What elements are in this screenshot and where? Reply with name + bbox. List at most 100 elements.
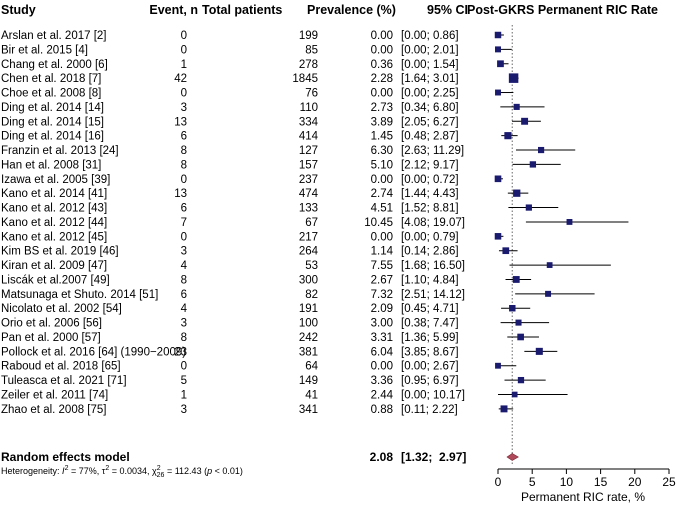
estimate-marker [511,391,518,398]
total-patients: 149 [299,375,318,387]
event-count: 4 [181,303,188,315]
ci-value: [0.00; 0.79] [401,231,459,243]
table-row: Nicolato et al. 2002 [54] 4 191 2.09 [0.45; … [1,303,459,315]
prevalence-value: 0.88 [371,404,393,416]
table-row: Kim BS et al. 2019 [46] 3 264 1.14 [0.14; 2.… [1,246,459,258]
study-name: Ding et al. 2014 [16] [1,131,104,143]
event-count: 13 [174,188,187,200]
total-patients: 76 [305,88,318,100]
prevalence-value: 0.00 [371,88,393,100]
ci-value: [3.85; 8.67] [401,346,459,358]
prevalence-value: 2.74 [371,188,394,200]
x-axis-label: Permanent RIC rate, % [521,490,645,504]
total-patients: 53 [305,260,318,272]
x-tick-label: 15 [594,475,608,489]
total-patients: 217 [299,231,318,243]
prevalence-value: 7.32 [371,289,393,301]
table-row: Zeiler et al. 2011 [74] 1 41 2.44 [0.00; 10.… [1,390,465,402]
prevalence-value: 2.67 [371,274,393,286]
ci-value: [0.00; 0.86] [401,30,459,42]
study-name: Matsunaga et Shuto. 2014 [51] [1,289,158,301]
header-ci: 95% CI [427,3,468,17]
total-patients: 334 [299,116,319,128]
pooled-diamond [506,453,519,461]
total-patients: 127 [299,145,318,157]
total-patients: 278 [299,59,318,71]
ci-value: [0.00; 2.25] [401,88,459,100]
ci-value: [0.95; 6.97] [401,375,459,387]
table-row: Franzin et al. 2013 [24] 8 127 6.30 [2.63; 1… [1,145,464,157]
prevalence-value: 2.73 [371,102,393,114]
total-patients: 110 [300,102,318,114]
ci-value: [2.05; 6.27] [401,116,459,128]
estimate-marker [525,204,532,211]
estimate-marker [494,175,502,183]
study-name: Kano et al. 2012 [45] [1,231,107,243]
prevalence-value: 10.45 [364,217,393,229]
table-row: Kiran et al. 2009 [47] 4 53 7.55 [1.68; 16.5… [1,260,465,272]
event-count: 3 [181,246,187,258]
total-patients: 341 [299,404,318,416]
study-name: Raboud et al. 2018 [65] [1,361,121,373]
study-name: Nicolato et al. 2002 [54] [1,303,122,315]
study-name: Franzin et al. 2013 [24] [1,145,119,157]
estimate-marker [500,405,508,413]
event-count: 13 [174,116,187,128]
total-patients: 242 [299,332,318,344]
ci-value: [0.00; 2.67] [401,361,459,373]
total-patients: 157 [299,159,318,171]
study-name: Izawa et al. 2005 [39] [1,174,110,186]
estimate-marker [545,290,552,297]
header-plot-title: Post-GKRS Permanent RIC Rate [467,3,658,17]
estimate-marker [504,132,512,140]
event-count: 6 [181,131,187,143]
table-row: Kano et al. 2012 [45] 0 217 0.00 [0.00; 0.79… [1,231,459,243]
estimate-marker [517,376,525,384]
total-patients: 191 [299,303,318,315]
table-row: Pollock et al. 2016 [64] (1990−2009)23 38… [1,346,459,358]
table-row: Chang et al. 2000 [6] 1 278 0.36 [0.00; 1.54… [1,59,459,71]
prevalence-value: 0.00 [371,361,393,373]
header-total: Total patients [202,3,282,17]
prevalence-value: 0.36 [371,59,393,71]
prevalence-value: 0.00 [371,231,393,243]
ci-value: [1.68; 16.50] [401,260,465,272]
study-name: Arslan et al. 2017 [2] [1,30,106,42]
ci-value: [0.00; 1.54] [401,59,459,71]
prevalence-value: 2.44 [371,390,394,402]
total-patients: 474 [299,188,319,200]
study-name: Tuleasca et al. 2021 [71] [1,375,127,387]
table-row: Izawa et al. 2005 [39] 0 237 0.00 [0.00; 0.7… [1,174,459,186]
ci-value: [0.00; 2.01] [401,44,459,56]
study-name: Liscák et al.2007 [49] [1,274,110,286]
table-row: Pan et al. 2000 [57] 8 242 3.31 [1.36; 5.99] [1,332,459,344]
prevalence-value: 2.09 [371,303,393,315]
event-count: 0 [181,30,187,42]
heterogeneity-stats: Heterogeneity: I2 = 77%, τ2 = 0.0034, χ2… [1,465,243,479]
estimate-marker [497,60,504,68]
event-count: 3 [181,102,187,114]
x-tick-label: 0 [495,475,502,489]
table-row: Matsunaga et Shuto. 2014 [51] 6 82 7.32 [2.5… [1,289,465,301]
prevalence-value: 0.00 [371,174,393,186]
study-name: Choe et al. 2008 [8] [1,88,101,100]
ci-value: [0.00; 10.17] [401,390,465,402]
ci-value: [0.45; 4.71] [401,303,459,315]
estimate-marker [502,247,510,255]
prevalence-value: 3.31 [371,332,393,344]
ci-value: [1.64; 3.01] [401,73,459,85]
table-row: Orio et al. 2006 [56] 3 100 3.00 [0.38; 7.47… [1,318,459,330]
ci-value: [1.36; 5.99] [401,332,459,344]
prevalence-value: 3.36 [371,375,393,387]
ci-value: [0.38; 7.47] [401,318,459,330]
total-patients: 41 [305,390,318,402]
study-name: Zhao et al. 2008 [75] [1,404,107,416]
table-row: Raboud et al. 2018 [65] 0 64 0.00 [0.00; 2.6… [1,361,459,373]
estimate-marker [546,262,553,268]
table-row: Arslan et al. 2017 [2] 0 199 0.00 [0.00; 0.8… [1,30,459,42]
study-name: Kiran et al. 2009 [47] [1,260,107,272]
event-count: 23 [174,346,187,358]
study-name: Han et al. 2008 [31] [1,159,101,171]
study-name: Kano et al. 2012 [44] [1,217,107,229]
event-count: 8 [181,159,187,171]
